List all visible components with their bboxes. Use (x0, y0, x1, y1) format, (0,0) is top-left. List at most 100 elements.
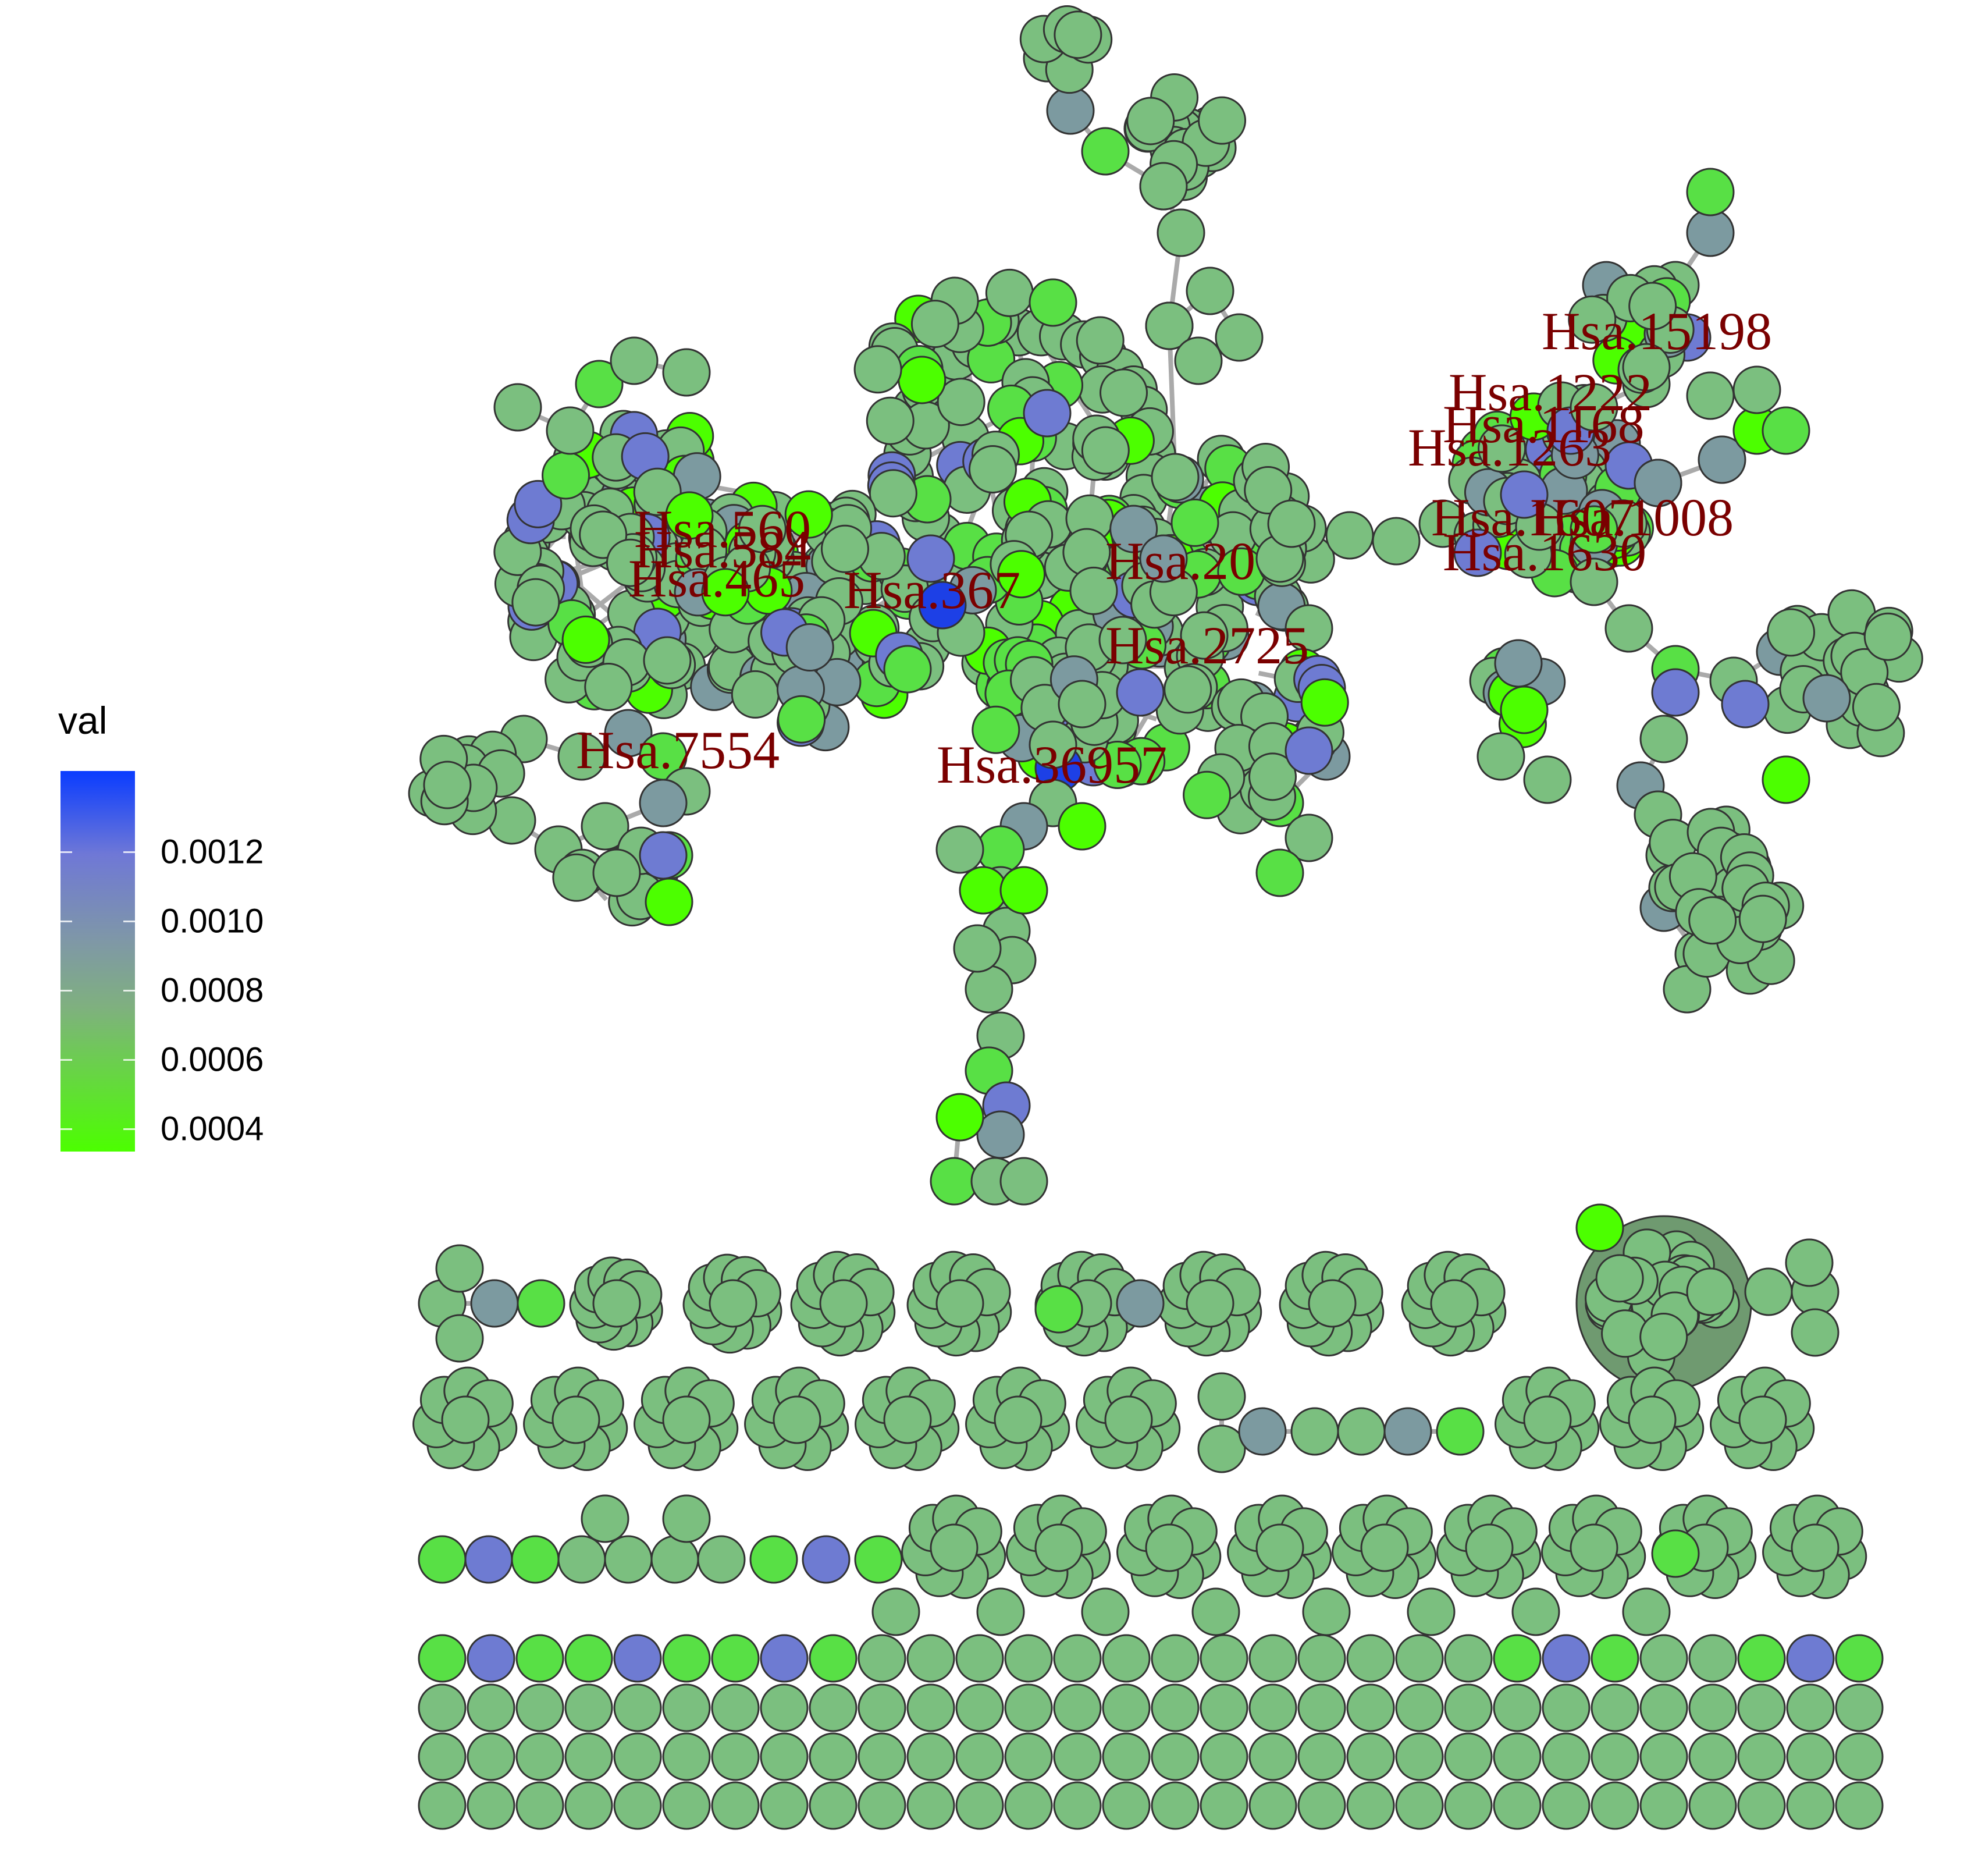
network-node (953, 924, 1002, 973)
network-node (1575, 1203, 1624, 1252)
legend-colorbar (61, 771, 135, 1152)
network-node (1151, 1683, 1200, 1732)
node-label: Hsa.15198 (1542, 301, 1772, 361)
network-node (435, 1244, 484, 1293)
network-node (1791, 1308, 1840, 1357)
network-node (1852, 683, 1901, 731)
network-node (1248, 1683, 1297, 1732)
network-node (1835, 1732, 1884, 1781)
network-node (1215, 313, 1264, 362)
network-node (1102, 1683, 1151, 1732)
network-node (935, 1093, 984, 1142)
network-node (1688, 896, 1737, 945)
network-node (575, 360, 624, 408)
network-node (493, 383, 542, 432)
network-node (1570, 557, 1618, 606)
network-node (1300, 678, 1349, 727)
network-node (1493, 1732, 1542, 1781)
network-node (1191, 1587, 1240, 1636)
network-node (1786, 1781, 1835, 1830)
network-node (965, 965, 1013, 1014)
node-label: Hsa.465 (628, 549, 805, 608)
network-node (1686, 208, 1735, 257)
legend-tick-label: 0.0012 (161, 833, 264, 871)
network-node (564, 1732, 613, 1781)
network-node (1151, 1732, 1200, 1781)
network-node (1297, 1732, 1346, 1781)
network-node (959, 866, 1008, 915)
network-node (1248, 752, 1297, 801)
legend-tick-label: 0.0006 (161, 1040, 264, 1079)
network-node (819, 1279, 868, 1328)
network-node (1762, 755, 1810, 804)
network-node (1395, 1732, 1444, 1781)
network-node (976, 1110, 1025, 1159)
legend-tick-label: 0.0010 (161, 902, 264, 940)
network-node (1346, 1732, 1395, 1781)
network-node (1029, 278, 1077, 327)
network-node (552, 853, 601, 902)
network-node (760, 1634, 809, 1683)
network-node (418, 1732, 467, 1781)
network-node (955, 1732, 1004, 1781)
network-node (1285, 726, 1333, 775)
network-node (1058, 802, 1106, 851)
network-node (1139, 162, 1188, 211)
node-label: Hsa.560 (634, 499, 811, 559)
network-node (999, 866, 1048, 915)
network-node (1186, 267, 1234, 315)
network-node (613, 1683, 662, 1732)
network-node (858, 1683, 906, 1732)
network-node (1570, 1523, 1618, 1572)
network-node (1639, 1683, 1688, 1732)
network-node (1100, 368, 1148, 417)
network-node (1023, 389, 1072, 438)
network-node (1081, 426, 1130, 475)
network-node (937, 378, 985, 427)
network-node (1238, 1407, 1287, 1456)
network-node (665, 491, 714, 540)
network-node (711, 1634, 760, 1683)
network-node (1639, 1732, 1688, 1781)
network-node (592, 1279, 641, 1328)
network-node (1053, 1634, 1102, 1683)
node-label: Hsa.7554 (576, 720, 780, 780)
network-node (1029, 720, 1077, 769)
network-node (557, 1535, 606, 1584)
network-node (968, 445, 1017, 494)
network-node (906, 1683, 955, 1732)
network-node (1686, 371, 1735, 420)
network-node (662, 1732, 711, 1781)
network-node (1248, 1781, 1297, 1830)
network-node (1302, 1587, 1351, 1636)
network-node (1170, 498, 1219, 547)
network-node (1297, 1781, 1346, 1830)
network-node (581, 1494, 629, 1543)
network-node (1591, 1683, 1639, 1732)
network-node (1248, 1732, 1297, 1781)
network-node (564, 1634, 613, 1683)
network-node (760, 1781, 809, 1830)
network-node (441, 1395, 490, 1444)
network-node (517, 1279, 565, 1328)
network-node (1744, 1267, 1793, 1316)
network-node (809, 1634, 858, 1683)
network-node (1698, 435, 1746, 484)
network-node (883, 1395, 932, 1444)
network-node (1835, 1781, 1884, 1830)
network-node (515, 1732, 564, 1781)
network-node (1098, 616, 1147, 665)
network-node (1721, 680, 1770, 729)
network-node (1622, 343, 1671, 392)
network-node (1145, 301, 1194, 350)
node-label: Hsa.1263 (1408, 418, 1611, 477)
network-node (773, 1395, 821, 1444)
network-node (1255, 1523, 1304, 1572)
network-node (1308, 1279, 1357, 1328)
network-node (467, 1732, 515, 1781)
network-node (976, 1587, 1025, 1636)
network-node (1034, 1285, 1083, 1334)
network-node (918, 581, 967, 630)
network-node (1081, 1587, 1130, 1636)
network-node (515, 1683, 564, 1732)
